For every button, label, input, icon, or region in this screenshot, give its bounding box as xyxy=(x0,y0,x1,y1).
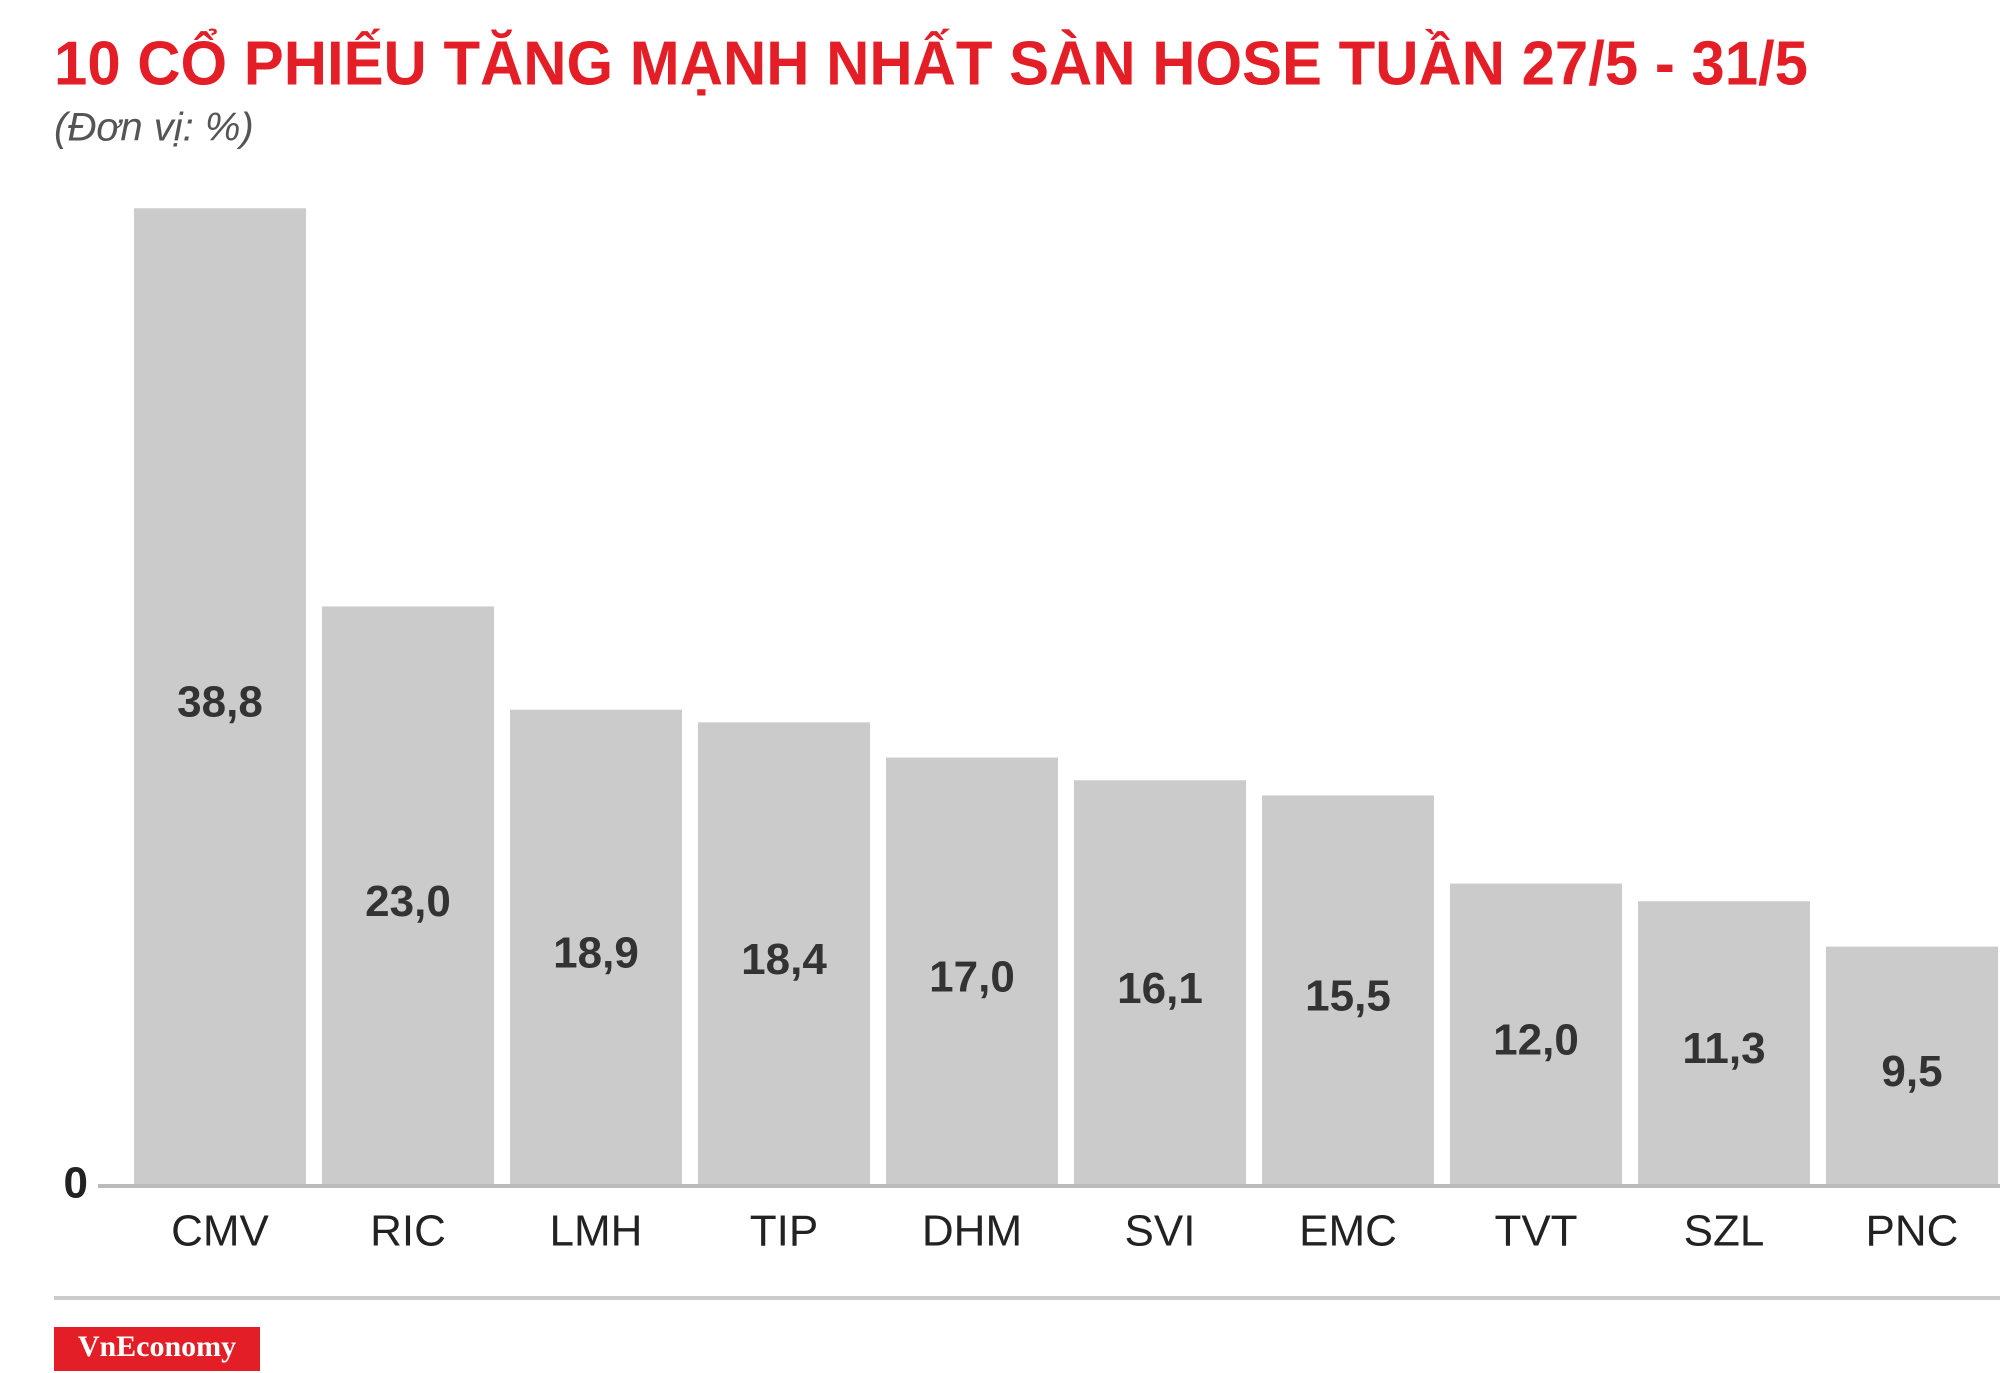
x-tick-label: CMV xyxy=(171,1207,269,1256)
value-label: 15,5 xyxy=(1305,971,1391,1020)
chart-title: 10 CỔ PHIẾU TĂNG MẠNH NHẤT SÀN HOSE TUẦN… xyxy=(54,28,1808,98)
bar xyxy=(698,722,870,1186)
value-label: 16,1 xyxy=(1117,964,1203,1013)
value-label: 23,0 xyxy=(365,877,451,926)
bar xyxy=(1638,901,1810,1186)
x-tick-label: SZL xyxy=(1684,1207,1765,1256)
value-label: 38,8 xyxy=(177,678,263,727)
x-tick-label: TIP xyxy=(750,1207,818,1256)
x-tick-label: TVT xyxy=(1494,1207,1577,1256)
chart-subtitle: (Đơn vị: %) xyxy=(54,106,254,150)
bar xyxy=(1074,780,1246,1186)
value-label: 12,0 xyxy=(1493,1015,1579,1064)
value-label: 9,5 xyxy=(1881,1047,1942,1096)
value-label: 18,4 xyxy=(741,935,827,984)
source-label: VnEconomy xyxy=(78,1330,236,1363)
bar xyxy=(1450,883,1622,1186)
source-badge xyxy=(54,1327,260,1371)
x-tick-label: RIC xyxy=(370,1207,446,1256)
x-tick-label: PNC xyxy=(1866,1207,1959,1256)
x-tick-label: EMC xyxy=(1299,1207,1397,1256)
bar xyxy=(134,208,306,1187)
x-tick-label: DHM xyxy=(922,1207,1022,1256)
bar xyxy=(1262,795,1434,1186)
value-label: 11,3 xyxy=(1682,1024,1765,1073)
bar xyxy=(1826,946,1998,1186)
bar xyxy=(510,709,682,1186)
x-tick-label: LMH xyxy=(550,1207,643,1256)
bar xyxy=(886,757,1058,1186)
value-label: 18,9 xyxy=(553,928,639,977)
x-tick-label: SVI xyxy=(1125,1207,1196,1256)
bar xyxy=(322,606,494,1186)
y-tick-label: 0 xyxy=(64,1159,88,1208)
value-label: 17,0 xyxy=(929,952,1015,1001)
